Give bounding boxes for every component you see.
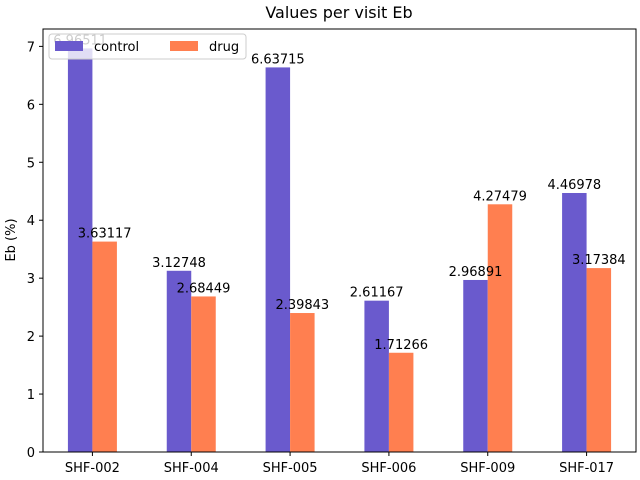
bar-control-SHF-017 xyxy=(562,192,587,452)
y-tick-label: 6 xyxy=(27,98,35,113)
x-tick-label: SHF-002 xyxy=(65,461,120,476)
x-tick-label: SHF-017 xyxy=(559,461,614,476)
data-label-control-SHF-005: 6.63715 xyxy=(251,52,305,67)
data-label-drug-SHF-005: 2.39843 xyxy=(275,298,329,313)
bar-control-SHF-009 xyxy=(463,279,488,452)
bar-drug-SHF-004 xyxy=(191,296,216,452)
bar-drug-SHF-005 xyxy=(290,313,315,452)
data-label-drug-SHF-006: 1.71266 xyxy=(374,338,428,353)
x-tick-label: SHF-004 xyxy=(164,461,219,476)
y-tick-label: 7 xyxy=(27,40,35,55)
legend-label-drug: drug xyxy=(209,40,239,55)
data-label-control-SHF-004: 3.12748 xyxy=(152,256,206,271)
y-tick-label: 3 xyxy=(27,272,35,287)
bar-control-SHF-002 xyxy=(67,48,93,452)
y-tick-label: 5 xyxy=(27,156,35,171)
data-label-control-SHF-006: 2.61167 xyxy=(350,286,404,301)
x-tick-label: SHF-006 xyxy=(361,461,416,476)
y-tick-label: 0 xyxy=(27,446,35,461)
y-tick-label: 1 xyxy=(27,388,35,403)
y-tick-label: 4 xyxy=(27,214,35,229)
bar-drug-SHF-009 xyxy=(487,204,513,452)
data-label-drug-SHF-009: 4.27479 xyxy=(473,189,527,204)
data-label-control-SHF-017: 4.46978 xyxy=(547,178,601,193)
y-tick-label: 2 xyxy=(27,330,35,345)
bar-drug-SHF-002 xyxy=(92,241,117,452)
bar-control-SHF-006 xyxy=(364,300,389,452)
plot-frame xyxy=(42,28,637,453)
legend-box xyxy=(48,33,247,60)
legend: control drug xyxy=(48,33,247,60)
plot-area: 6.965113.127486.637152.611672.968914.469… xyxy=(53,33,626,452)
legend-swatch-control xyxy=(55,41,83,51)
bar-control-SHF-005 xyxy=(265,67,291,452)
bar-drug-SHF-017 xyxy=(586,268,612,452)
legend-label-control: control xyxy=(94,40,139,55)
data-label-drug-SHF-002: 3.63117 xyxy=(78,227,132,242)
data-label-drug-SHF-004: 2.68449 xyxy=(177,281,231,296)
bar-control-SHF-004 xyxy=(166,270,192,452)
x-tick-label: SHF-009 xyxy=(460,461,515,476)
y-axis-label: Eb (%) xyxy=(4,218,19,261)
legend-swatch-drug xyxy=(170,41,198,51)
chart-title: Values per visit Eb xyxy=(265,3,412,22)
data-label-control-SHF-009: 2.96891 xyxy=(449,265,503,280)
bar-drug-SHF-006 xyxy=(388,352,414,452)
data-label-drug-SHF-017: 3.17384 xyxy=(572,253,626,268)
x-tick-label: SHF-005 xyxy=(263,461,318,476)
